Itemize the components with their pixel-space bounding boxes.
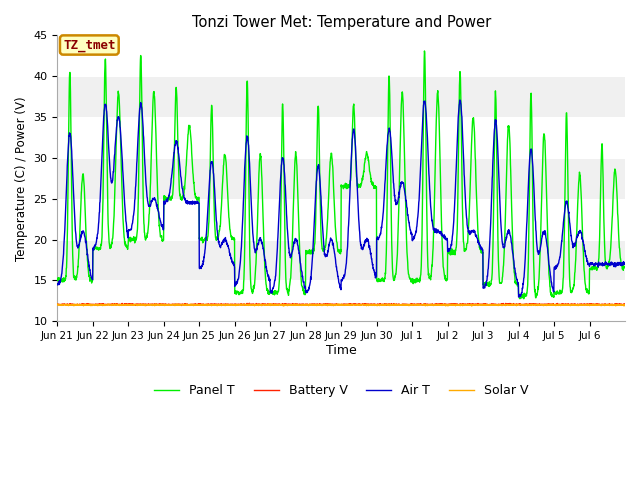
Line: Air T: Air T [58, 100, 625, 297]
Line: Battery V: Battery V [58, 303, 625, 305]
Air T [621, 261, 628, 266]
Panel T [520, 296, 527, 301]
Legend: Panel T, Battery V, Air T, Solar V: Panel T, Battery V, Air T, Solar V [149, 379, 533, 402]
Title: Tonzi Tower Met: Temperature and Power: Tonzi Tower Met: Temperature and Power [191, 15, 491, 30]
Bar [58, 280, 625, 321]
Panel T [375, 277, 383, 283]
Solar V [613, 302, 621, 308]
Bar [58, 76, 625, 117]
Battery V [246, 300, 253, 306]
Bar [58, 158, 625, 199]
Line: Solar V: Solar V [58, 304, 625, 306]
Solar V [513, 303, 520, 309]
Battery V [376, 302, 383, 308]
Solar V [54, 301, 61, 307]
Bar [58, 199, 625, 240]
Battery V [513, 302, 520, 308]
Panel T [420, 48, 428, 54]
Air T [375, 235, 383, 240]
Battery V [178, 302, 186, 308]
Solar V [545, 302, 552, 308]
Battery V [613, 301, 621, 307]
Air T [512, 274, 520, 280]
Y-axis label: Temperature (C) / Power (V): Temperature (C) / Power (V) [15, 96, 28, 261]
Panel T [110, 213, 118, 219]
Air T [545, 253, 552, 259]
Panel T [54, 276, 61, 281]
Bar [58, 117, 625, 158]
Solar V [621, 302, 628, 308]
Panel T [613, 195, 621, 201]
Battery V [621, 302, 628, 308]
Line: Panel T: Panel T [58, 51, 625, 299]
Bar [58, 36, 625, 76]
Panel T [545, 257, 552, 263]
Air T [515, 294, 522, 300]
Panel T [233, 291, 241, 297]
Solar V [266, 301, 273, 307]
X-axis label: Time: Time [326, 344, 356, 357]
Air T [613, 261, 621, 266]
Bar [58, 240, 625, 280]
Battery V [54, 301, 61, 307]
Air T [456, 97, 464, 103]
Solar V [280, 303, 287, 309]
Text: TZ_tmet: TZ_tmet [63, 38, 116, 51]
Solar V [376, 302, 383, 308]
Battery V [110, 301, 118, 307]
Panel T [512, 279, 520, 285]
Air T [54, 281, 61, 287]
Battery V [545, 302, 552, 308]
Air T [110, 159, 118, 165]
Battery V [233, 301, 241, 307]
Panel T [621, 265, 628, 271]
Air T [233, 281, 241, 287]
Solar V [233, 302, 241, 308]
Solar V [110, 302, 118, 308]
